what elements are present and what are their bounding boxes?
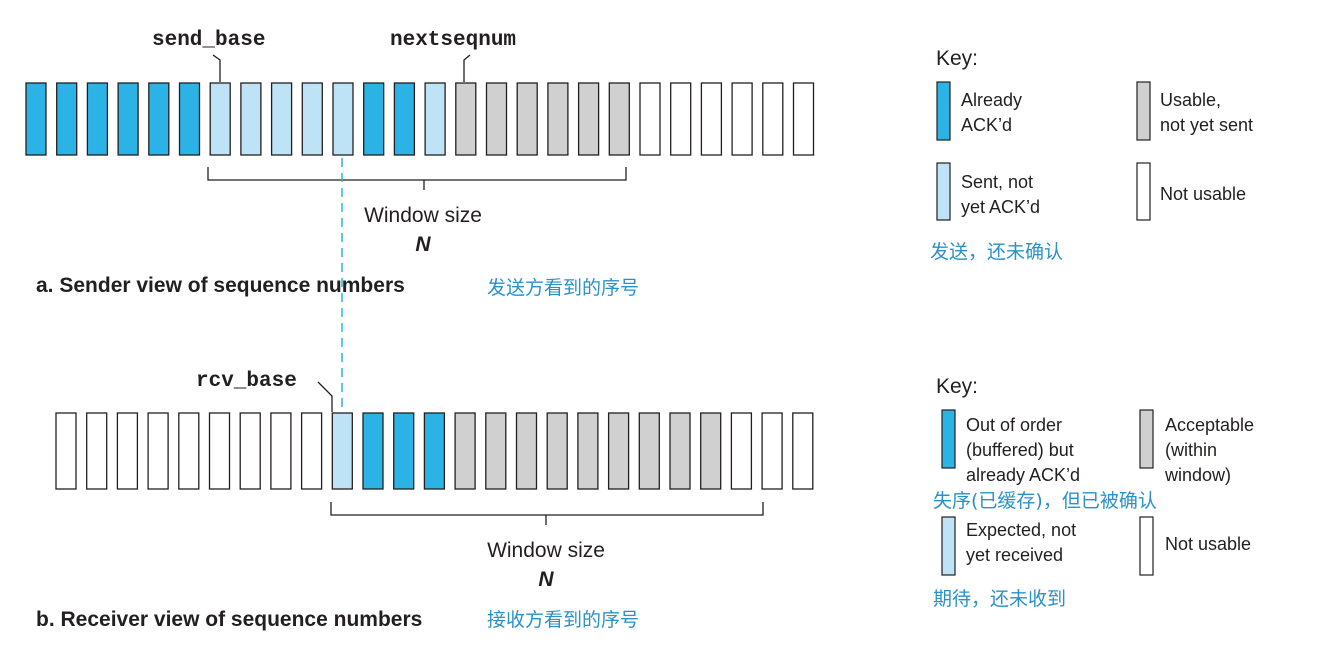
- key-swatch-out-of-order: [941, 409, 956, 469]
- key-swatch-acked: [936, 81, 951, 141]
- receiver-cell-none: [761, 412, 783, 490]
- key-swatch-receiver-not-usable: [1139, 516, 1154, 576]
- sender-cell-usable: [577, 82, 600, 156]
- sender-cell-acked: [363, 82, 385, 156]
- receiver-cell-none: [270, 412, 292, 490]
- key-swatch-not-usable: [1136, 162, 1151, 221]
- key-annotation-sent-cn: 发送，还未确认: [930, 241, 1063, 263]
- sender-cell-sent: [332, 82, 354, 156]
- sender-cell-acked: [56, 82, 78, 156]
- receiver-cell-acceptable: [454, 412, 476, 490]
- receiver-cell-acceptable: [638, 412, 660, 490]
- sender-cell-acked: [393, 82, 416, 156]
- sender-cell-sent: [240, 82, 262, 156]
- key-swatch-usable: [1136, 81, 1151, 141]
- sender-key-title: Key:: [936, 47, 978, 70]
- sender-window-size-label: Window size: [364, 204, 482, 227]
- receiver-cell-none: [55, 412, 77, 490]
- receiver-window-n-label: N: [538, 568, 554, 591]
- receiver-sequence-cells: [55, 412, 814, 490]
- key-label-receiver-not-usable: Not usable: [1165, 534, 1251, 554]
- sender-cell-usable: [455, 82, 477, 156]
- receiver-cell-expected: [331, 412, 353, 490]
- receiver-cell-acceptable: [485, 412, 507, 490]
- receiver-cell-none: [178, 412, 200, 490]
- sender-cell-none: [792, 82, 815, 156]
- key-label-acked: Already ACK’d: [961, 90, 1027, 135]
- sender-window-n-label: N: [415, 233, 431, 256]
- sender-cell-none: [700, 82, 723, 156]
- receiver-key-title: Key:: [936, 375, 978, 398]
- receiver-cell-none: [208, 412, 231, 490]
- receiver-cell-none: [239, 412, 261, 490]
- key-label-acceptable: Acceptable (within window): [1164, 415, 1259, 485]
- sender-cell-acked: [178, 82, 201, 156]
- sender-cell-sent: [424, 82, 446, 156]
- receiver-caption-cn: 接收方看到的序号: [487, 609, 639, 631]
- rcv-base-pointer: [317, 381, 333, 412]
- nextseqnum-label: nextseqnum: [390, 29, 516, 52]
- sender-cell-usable: [485, 82, 508, 156]
- receiver-cell-none: [147, 412, 169, 490]
- nextseqnum-pointer: [463, 54, 471, 82]
- key-label-not-usable: Not usable: [1160, 184, 1246, 204]
- sender-cell-sent: [270, 82, 293, 156]
- receiver-cell-none: [300, 412, 323, 490]
- receiver-cell-none: [86, 412, 108, 490]
- receiver-cell-ooo: [423, 412, 446, 490]
- key-label-out-of-order: Out of order (buffered) but already ACK’…: [966, 415, 1080, 485]
- receiver-window-bracket: [330, 502, 764, 525]
- sender-cell-usable: [516, 82, 538, 156]
- sender-cell-acked: [148, 82, 170, 156]
- sender-cell-none: [639, 82, 661, 156]
- receiver-cell-acceptable: [577, 412, 599, 490]
- key-label-usable: Usable, not yet sent: [1160, 90, 1253, 135]
- receiver-key: Key: Out of order (buffered) but already…: [933, 375, 1259, 610]
- sender-cell-acked: [117, 82, 139, 156]
- key-swatch-expected: [941, 516, 956, 576]
- receiver-cell-acceptable: [700, 412, 722, 490]
- sender-sequence-cells: [25, 82, 815, 156]
- sender-cell-none: [670, 82, 692, 156]
- sender-cell-sent: [301, 82, 323, 156]
- receiver-cell-acceptable: [607, 412, 630, 490]
- sender-cell-usable: [547, 82, 569, 156]
- send-base-label: send_base: [152, 29, 265, 52]
- receiver-cell-ooo: [362, 412, 384, 490]
- sender-window-bracket: [207, 167, 627, 190]
- receiver-cell-none: [730, 412, 753, 490]
- key-label-sent-not-acked: Sent, not yet ACK’d: [961, 172, 1040, 217]
- sender-cell-sent: [209, 82, 231, 156]
- sender-key: Key: Already ACK’d Usable, not yet sent …: [930, 47, 1253, 263]
- key-swatch-acceptable: [1139, 409, 1154, 469]
- sender-caption: a. Sender view of sequence numbers: [36, 274, 405, 297]
- rcv-base-label: rcv_base: [196, 370, 297, 393]
- key-annotation-expected-cn: 期待，还未收到: [933, 588, 1066, 610]
- receiver-cell-none: [116, 412, 139, 490]
- receiver-cell-none: [792, 412, 814, 490]
- receiver-cell-acceptable: [669, 412, 691, 490]
- sender-cell-acked: [25, 82, 47, 156]
- key-label-expected: Expected, not yet received: [966, 520, 1081, 565]
- sender-cell-usable: [608, 82, 630, 156]
- key-swatch-sent-not-acked: [936, 162, 951, 221]
- receiver-cell-acceptable: [515, 412, 538, 490]
- receiver-cell-acceptable: [546, 412, 568, 490]
- receiver-caption: b. Receiver view of sequence numbers: [36, 608, 422, 631]
- send-base-pointer: [212, 54, 221, 82]
- sender-cell-acked: [86, 82, 109, 156]
- receiver-window-size-label: Window size: [487, 539, 605, 562]
- sender-cell-none: [731, 82, 753, 156]
- sender-cell-none: [762, 82, 784, 156]
- receiver-cell-ooo: [393, 412, 415, 490]
- sender-caption-cn: 发送方看到的序号: [487, 277, 639, 299]
- key-annotation-out-of-order-cn: 失序(已缓存)，但已被确认: [933, 490, 1157, 512]
